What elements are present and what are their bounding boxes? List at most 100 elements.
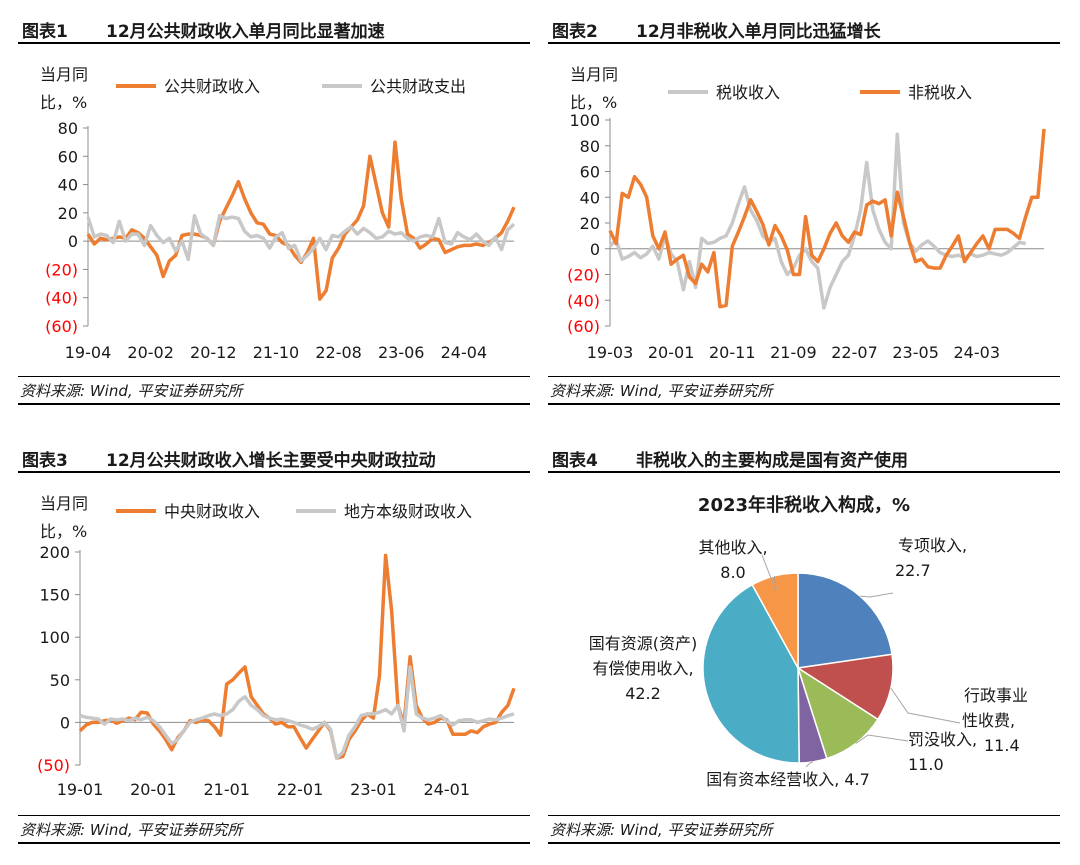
pie-slice — [795, 653, 894, 721]
panel-fig3: 图表3 12月公共财政收入增长主要受中央财政拉动 当月同 比，% 200 150 100… — [18, 443, 530, 844]
x-tick-label: 22-01 — [277, 780, 324, 799]
figure-number: 图表2 — [552, 22, 598, 42]
x-tick-label: 24-03 — [954, 343, 1001, 362]
legend-label: 非税收入 — [908, 83, 972, 102]
y-tick-label: (60) — [567, 317, 600, 336]
figure-title: 12月公共财政收入单月同比显著加速 — [106, 22, 385, 42]
y-tick-label: (40) — [45, 289, 78, 308]
y-tick-label: 60 — [58, 147, 78, 166]
source-note: 资料来源: Wind, 平安证券研究所 — [18, 815, 530, 844]
source-text: 资料来源: Wind, 平安证券研究所 — [550, 382, 773, 400]
x-tick-label: 20-11 — [709, 343, 756, 362]
legend-label: 税收收入 — [716, 83, 780, 102]
y-tick-label: (20) — [567, 266, 600, 285]
x-tick-label: 22-07 — [831, 343, 878, 362]
series-line — [79, 665, 515, 760]
panel-title: 图表4 非税收入的主要构成是国有资产使用 — [548, 443, 1060, 473]
y-tick-label: 20 — [58, 204, 78, 223]
series-line — [78, 553, 516, 760]
x-tick-label: 23-06 — [378, 343, 425, 362]
y-axis-label: 当月同 — [40, 65, 88, 84]
pie-label: 专项收入, — [898, 536, 967, 555]
x-tick-label: 19-01 — [57, 780, 104, 799]
x-tick-label: 23-05 — [892, 343, 939, 362]
x-tick-label: 19-03 — [587, 343, 634, 362]
y-tick-label: (50) — [37, 756, 70, 775]
y-tick-label: 100 — [39, 628, 70, 647]
panel-title: 图表1 12月公共财政收入单月同比显著加速 — [18, 14, 530, 44]
y-tick-label: (20) — [45, 260, 78, 279]
x-tick-label: 19-04 — [65, 343, 112, 362]
pie-leader-line — [860, 592, 894, 598]
pie-leader-line — [805, 761, 814, 768]
y-axis-label: 比，% — [570, 93, 617, 112]
x-tick-label: 23-01 — [350, 780, 397, 799]
y-tick-label: 60 — [580, 163, 600, 182]
x-tick-label: 21-01 — [203, 780, 250, 799]
figure-title: 12月非税收入单月同比迅猛增长 — [636, 22, 881, 42]
series-line — [86, 140, 516, 301]
pie-slice — [796, 666, 879, 760]
pie-label: 有偿使用收入, — [592, 659, 693, 678]
source-text: 资料来源: Wind, 平安证券研究所 — [20, 382, 243, 400]
y-tick-label: 20 — [580, 214, 600, 233]
legend-label: 中央财政收入 — [164, 502, 260, 521]
figure-number: 图表3 — [22, 451, 68, 471]
panel-title: 图表2 12月非税收入单月同比迅猛增长 — [548, 14, 1060, 44]
pie-leader-line — [761, 554, 777, 592]
source-text: 资料来源: Wind, 平安证券研究所 — [550, 821, 773, 839]
pie-label: 11.4 — [984, 736, 1020, 755]
x-tick-label: 20-12 — [190, 343, 237, 362]
y-tick-label: 80 — [580, 137, 600, 156]
y-tick-label: 200 — [39, 543, 70, 562]
panel-title: 图表3 12月公共财政收入增长主要受中央财政拉动 — [18, 443, 530, 473]
x-tick-label: 21-10 — [253, 343, 300, 362]
pie-label: 国有资源(资产) — [589, 634, 698, 653]
y-tick-label: 0 — [68, 232, 78, 251]
pie-label: 11.0 — [908, 755, 944, 774]
pie-slice — [751, 572, 799, 669]
y-tick-label: 100 — [569, 111, 600, 130]
x-tick-label: 20-01 — [130, 780, 177, 799]
x-tick-label: 22-08 — [315, 343, 362, 362]
pie-label: 42.2 — [625, 684, 661, 703]
pie-slice — [702, 583, 800, 764]
pie-leader-line — [855, 734, 909, 744]
y-axis-label: 比，% — [40, 93, 87, 112]
y-tick-label: 80 — [58, 119, 78, 138]
x-tick-label: 20-01 — [648, 343, 695, 362]
pie-leader-line — [890, 687, 961, 724]
y-axis-label: 当月同 — [570, 65, 618, 84]
y-tick-label: 50 — [50, 671, 70, 690]
figure-number: 图表1 — [22, 22, 68, 42]
y-tick-label: 0 — [590, 240, 600, 259]
source-note: 资料来源: Wind, 平安证券研究所 — [548, 815, 1060, 844]
series-line — [86, 213, 516, 263]
panel-fig4: 图表4 非税收入的主要构成是国有资产使用 2023年非税收入构成，% 专项收入, 2… — [548, 443, 1060, 844]
figure-title: 非税收入的主要构成是国有资产使用 — [636, 451, 908, 471]
pie-label: 罚没收入, — [908, 730, 977, 749]
y-tick-label: 40 — [580, 188, 600, 207]
legend-label: 公共财政支出 — [370, 77, 466, 96]
panel-fig1: 图表1 12月公共财政收入单月同比显著加速 当月同比，% 80 60 40 20 0 (20… — [18, 14, 530, 405]
pie-title: 2023年非税收入构成，% — [698, 494, 910, 516]
pie-label: 22.7 — [895, 561, 931, 580]
figure-title: 12月公共财政收入增长主要受中央财政拉动 — [106, 451, 436, 471]
source-text: 资料来源: Wind, 平安证券研究所 — [20, 821, 243, 839]
panel-fig2: 图表2 12月非税收入单月同比迅猛增长 当月同比，% 100 80 60 40 20 0 (2… — [548, 14, 1060, 405]
y-tick-label: 40 — [58, 176, 78, 195]
x-tick-label: 24-01 — [424, 780, 471, 799]
y-tick-label: 150 — [39, 586, 70, 605]
pie-label: 国有资本经营收入, 4.7 — [706, 770, 870, 789]
x-tick-label: 24-04 — [441, 343, 488, 362]
x-tick-label: 20-02 — [127, 343, 174, 362]
y-axis-label: 当月同 — [40, 494, 88, 513]
pie-label: 8.0 — [720, 563, 745, 582]
pie-label: 其他收入, — [698, 538, 767, 557]
source-note: 资料来源: Wind, 平安证券研究所 — [18, 376, 530, 405]
series-line — [608, 128, 1046, 309]
legend-label: 公共财政收入 — [164, 77, 260, 96]
